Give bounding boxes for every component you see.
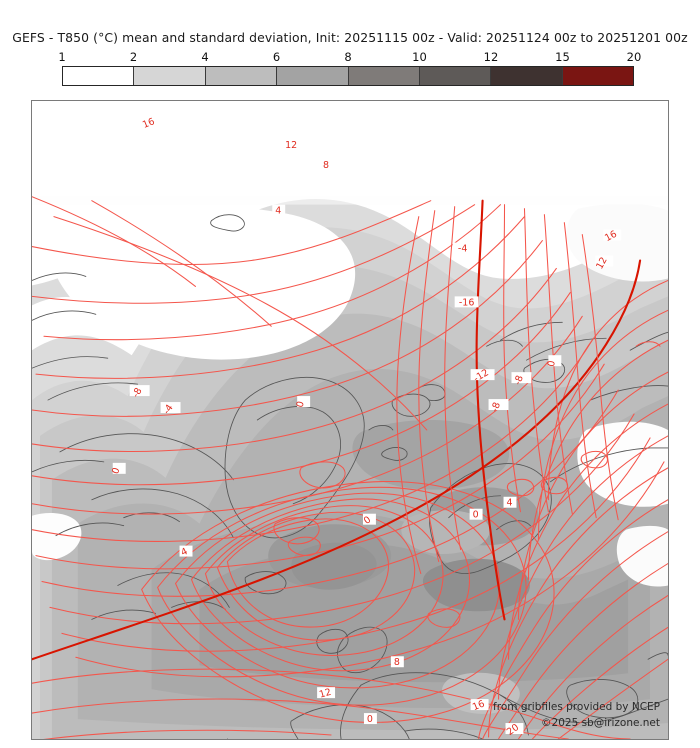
- colorbar-tick-10: 10: [412, 50, 427, 64]
- colorbar-tick-12: 12: [483, 50, 499, 64]
- colorbar-segment-15-20: [561, 67, 633, 85]
- colorbar-segment-8-10: [347, 67, 419, 85]
- svg-text:12: 12: [594, 255, 609, 271]
- svg-text:12: 12: [318, 687, 333, 701]
- svg-text:16: 16: [471, 698, 486, 713]
- svg-text:-8: -8: [489, 401, 503, 414]
- svg-text:-4: -4: [458, 244, 467, 255]
- colorbar-segment-12-15: [490, 67, 562, 85]
- svg-text:16: 16: [603, 229, 619, 244]
- svg-text:4: 4: [275, 206, 281, 217]
- colorbar-segment-2-4: [133, 67, 205, 85]
- svg-text:0: 0: [367, 714, 373, 725]
- colorbar-tick-4: 4: [201, 50, 209, 64]
- map-panel[interactable]: 16 12 8 4 -4 16 12 -16 -8 -4 0 0 -12 -8 …: [31, 100, 669, 740]
- svg-text:-16: -16: [459, 297, 474, 308]
- svg-text:0: 0: [295, 400, 307, 409]
- colorbar-tick-2: 2: [129, 50, 138, 64]
- svg-text:0: 0: [362, 514, 373, 526]
- colorbar-tick-8: 8: [344, 50, 352, 64]
- colorbar-tick-20: 20: [626, 50, 642, 64]
- svg-text:12: 12: [285, 140, 297, 151]
- svg-text:4: 4: [179, 546, 189, 559]
- page-title: GEFS - T850 (°C) mean and standard devia…: [12, 30, 688, 45]
- colorbar-gradient: [62, 66, 634, 86]
- colorbar-segment-1-2: [63, 67, 134, 85]
- svg-text:-8: -8: [512, 374, 526, 387]
- colorbar-tick-6: 6: [272, 50, 281, 64]
- colorbar: 1 2 4 6 8 10 12 15 20: [58, 50, 641, 86]
- svg-text:8: 8: [323, 160, 329, 171]
- svg-text:8: 8: [394, 657, 400, 668]
- source-credit: from gribfiles provided by NCEP: [493, 701, 660, 713]
- svg-text:0: 0: [546, 360, 558, 368]
- svg-text:0: 0: [473, 510, 479, 521]
- svg-text:16: 16: [141, 116, 156, 131]
- colorbar-segment-10-12: [418, 67, 491, 85]
- copyright-credit: ©2025 sb@irizone.net: [541, 717, 660, 729]
- svg-text:0: 0: [110, 466, 122, 475]
- stddev-shading: [32, 196, 668, 739]
- svg-text:4: 4: [506, 498, 512, 509]
- contour-labels: 16 12 8 4 -4 16 12 -16 -8 -4 0 0 -12 -8 …: [110, 116, 622, 738]
- colorbar-tick-labels: 1 2 4 6 8 10 12 15 20: [58, 50, 641, 66]
- map-canvas: 16 12 8 4 -4 16 12 -16 -8 -4 0 0 -12 -8 …: [32, 101, 668, 739]
- contour-lines: [32, 196, 668, 739]
- colorbar-segment-4-6: [204, 67, 277, 85]
- colorbar-tick-1: 1: [58, 50, 66, 64]
- colorbar-segment-6-8: [276, 67, 348, 85]
- colorbar-tick-15: 15: [555, 50, 570, 64]
